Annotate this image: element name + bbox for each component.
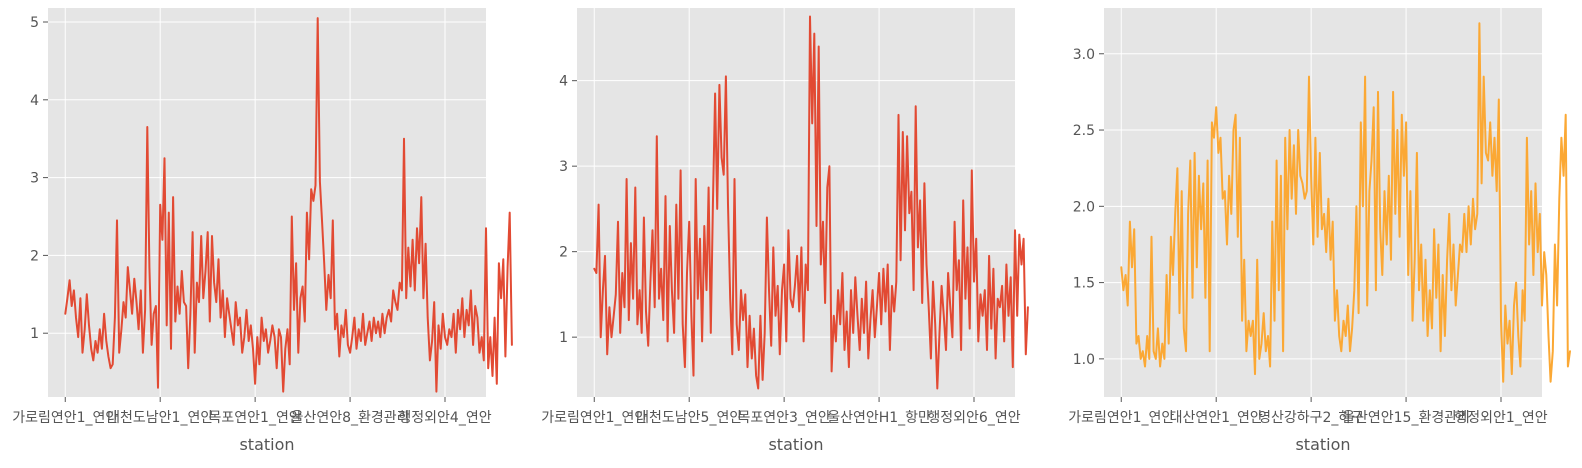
x-tick-label: 행정외안4_연안 [398,410,491,426]
x-tick-label: 가로림연안1_연안 [541,410,647,426]
y-tick-label: 1 [559,330,568,346]
x-tick-label: 행정외안1_연안 [1454,410,1547,426]
x-tick-label: 가로림연안1_연안 [1068,410,1174,426]
x-tick-label: 울산연안H1_항만 [827,410,931,426]
y-tick-label: 2.0 [1073,199,1095,215]
y-tick-label: 1.5 [1073,276,1095,292]
x-tick-label: 대천도남안5_연안 [636,410,742,426]
y-tick-label: 3 [559,159,568,175]
chart-panel-2: 1 2 3 4 가로림연안1_연안대천도남안5_연안목포연안3_연안울산연안H1_항만행… [541,8,1029,454]
chart-panel-1: 1 2 3 4 5 가로림연안1_연안대천도남안1_연안목포연안1_연안울산연안8_환경관… [12,8,513,454]
y-tick-label: 1 [30,326,39,342]
y-tick-label: 2 [559,245,568,261]
x-axis-label: station [768,435,823,454]
x-tick-label: 영산강하구2_하구 [1258,410,1364,426]
x-tick-label: 가로림연안1_연안 [12,410,118,426]
x-axis-label: station [1295,435,1350,454]
y-tick-label: 3 [30,171,39,187]
series-line-1 [1120,22,1571,383]
series-line-1 [593,15,1029,390]
series-line-1 [64,17,513,393]
x-tick-label: 울산연안8_환경관리 [291,410,410,426]
y-tick-label: 4 [30,93,39,109]
y-tick-label: 2 [30,248,39,264]
x-tick-label: 목포연안1_연안 [209,410,302,426]
plot-background [577,8,1015,397]
x-tick-label: 행정외안6_연안 [927,410,1020,426]
y-tick-label: 3.0 [1073,47,1095,63]
y-tick-label: 5 [30,15,39,31]
y-tick-label: 4 [559,74,568,90]
x-tick-label: 대산연안1_연안 [1170,410,1263,426]
chart-panel-3: 1.0 1.5 2.0 2.5 3.0 가로림연안1_연안대산연안1_연안영산강하구2_하… [1068,8,1571,454]
x-tick-label: 울산연안15_환경관리 [1342,410,1470,426]
x-tick-label: 대천도남안1_연안 [107,410,213,426]
x-axis-label: station [239,435,294,454]
y-tick-label: 2.5 [1073,123,1095,139]
x-tick-label: 목포연안3_연안 [738,410,831,426]
y-tick-label: 1.0 [1073,352,1095,368]
